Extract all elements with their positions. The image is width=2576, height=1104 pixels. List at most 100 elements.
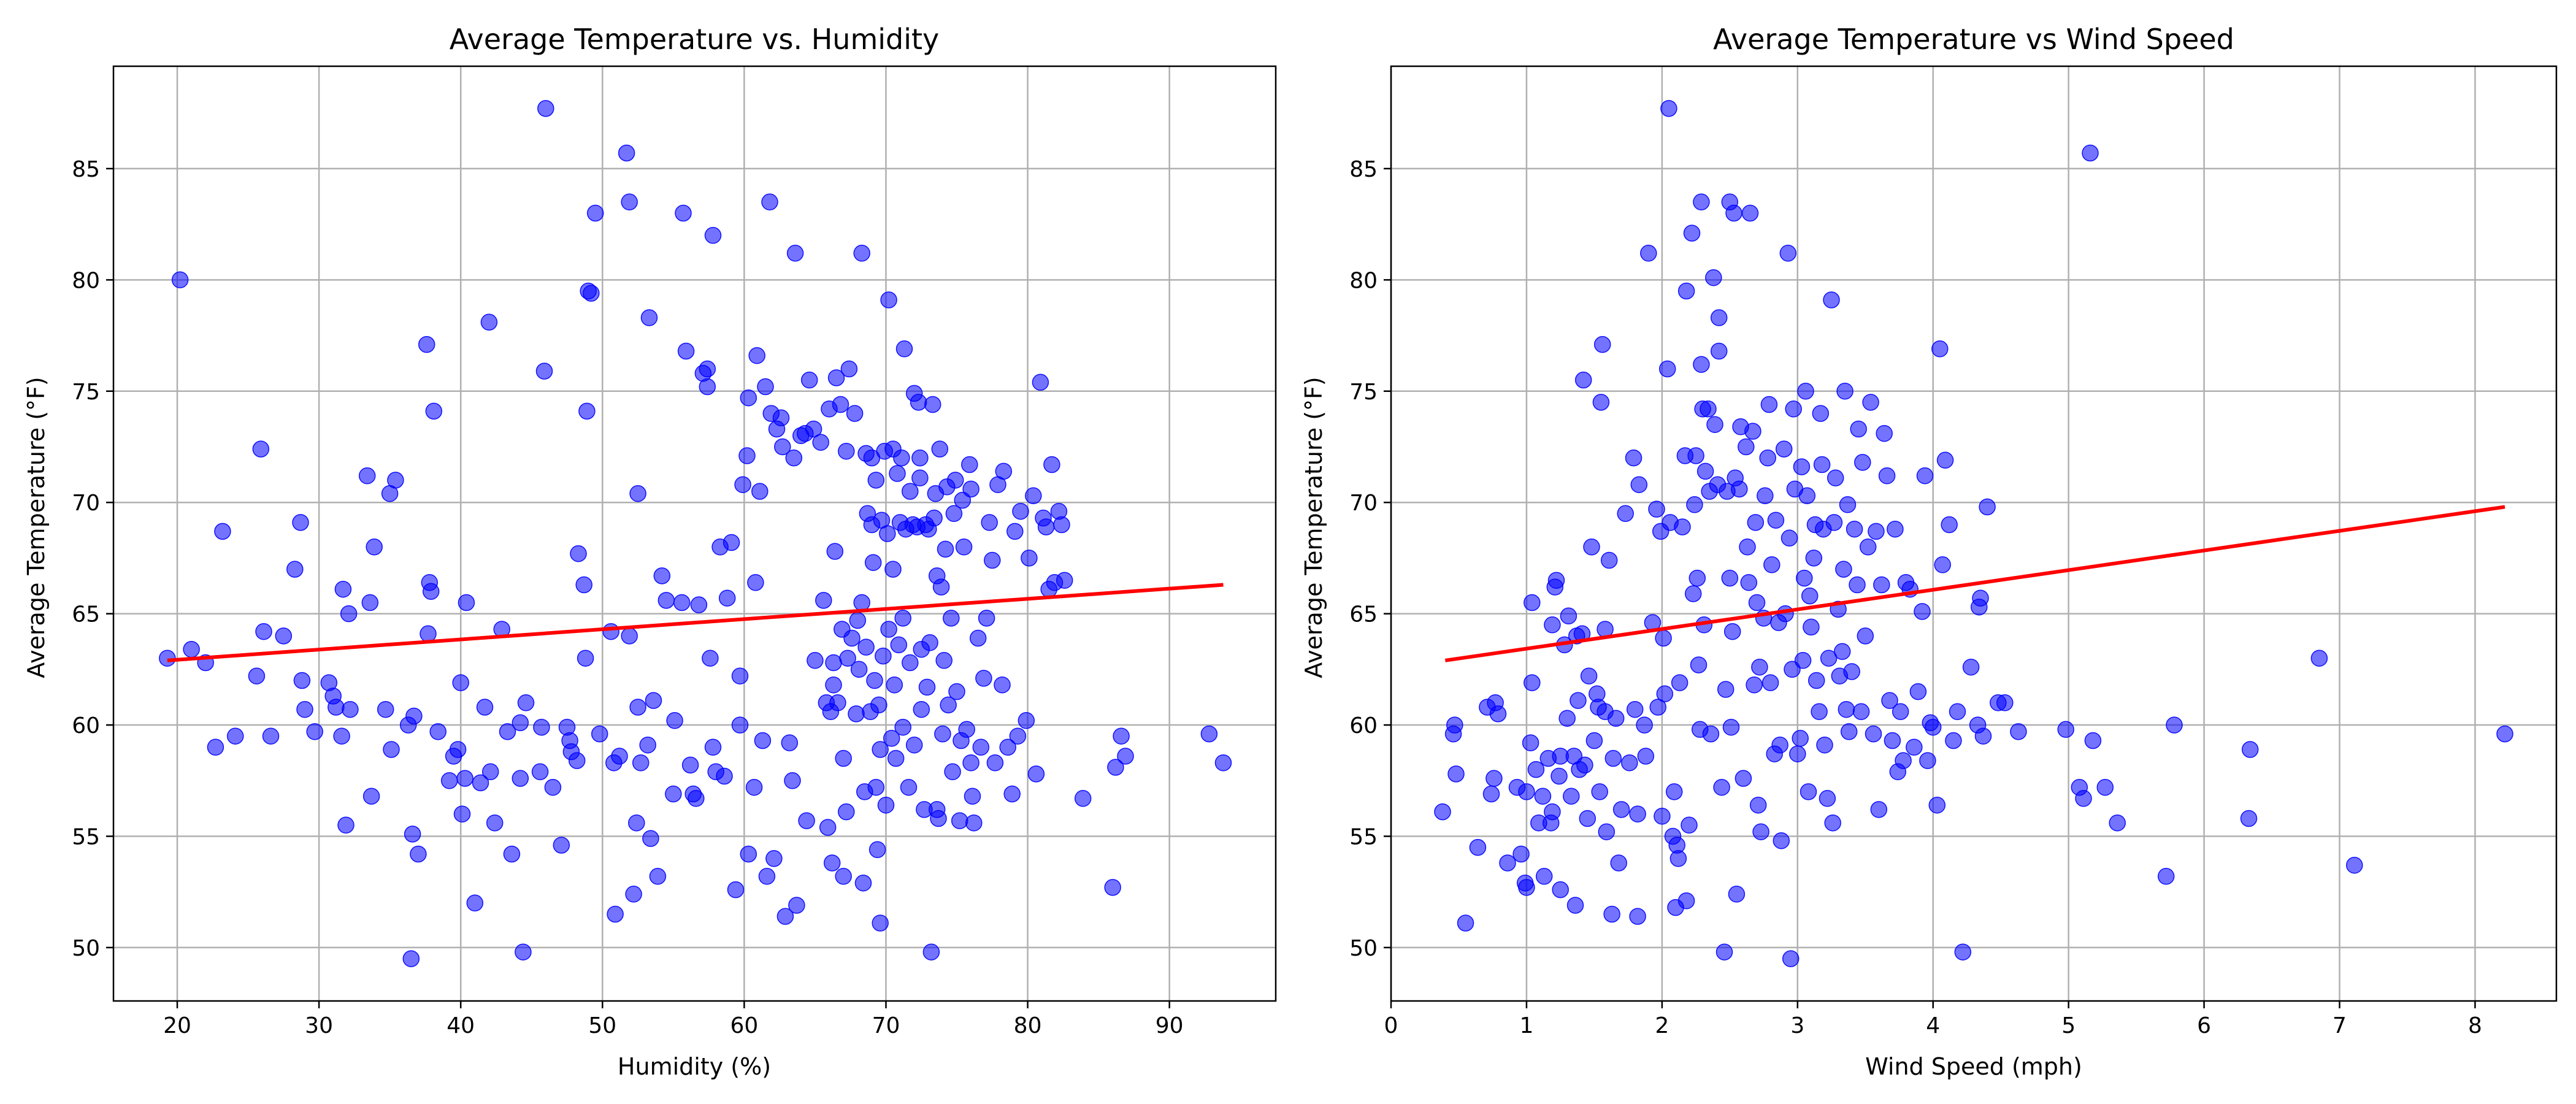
data-point <box>404 826 421 843</box>
data-point <box>1846 520 1863 538</box>
data-point <box>962 754 979 772</box>
data-point <box>1884 732 1901 749</box>
data-point <box>1576 756 1593 774</box>
y-tick-label: 80 <box>1349 268 1378 293</box>
data-point <box>984 551 1001 569</box>
data-point <box>1674 518 1691 535</box>
data-point <box>890 636 908 654</box>
data-point <box>1648 500 1665 518</box>
data-point <box>807 652 824 669</box>
data-point <box>958 721 975 738</box>
data-point <box>754 732 772 749</box>
data-point <box>776 908 794 925</box>
data-point <box>1805 550 1823 567</box>
data-point <box>772 409 790 427</box>
data-point <box>978 610 995 627</box>
data-point <box>1607 710 1625 727</box>
data-point <box>512 714 529 732</box>
data-point <box>1763 556 1781 573</box>
data-point <box>738 447 756 464</box>
data-point <box>995 462 1013 480</box>
data-point <box>880 621 897 638</box>
data-point <box>1693 193 1710 211</box>
data-point <box>875 647 892 665</box>
y-tick-label: 70 <box>72 491 100 516</box>
data-point <box>1003 785 1021 803</box>
data-point <box>632 754 650 772</box>
data-point <box>757 378 774 396</box>
data-point <box>965 814 983 832</box>
y-tick-label: 80 <box>72 268 100 293</box>
data-point <box>1021 550 1038 567</box>
data-point <box>887 749 905 767</box>
data-point <box>2496 725 2513 743</box>
data-point <box>292 514 309 531</box>
data-point <box>1527 761 1545 778</box>
data-point <box>962 480 979 498</box>
data-point <box>825 676 842 694</box>
data-point <box>1677 282 1695 300</box>
data-point <box>405 707 423 725</box>
data-point <box>1760 396 1778 413</box>
data-point <box>577 650 594 667</box>
regression-line <box>1444 505 2505 662</box>
data-point <box>935 652 953 669</box>
data-point <box>1895 752 1912 769</box>
data-point <box>1524 594 1541 611</box>
data-point <box>911 449 929 467</box>
data-point <box>1713 778 1730 796</box>
data-point <box>688 790 705 807</box>
data-point <box>1560 607 1577 625</box>
data-point <box>1037 518 1055 535</box>
data-point <box>1781 529 1798 547</box>
data-point <box>1043 456 1060 473</box>
y-tick-label: 60 <box>1349 713 1378 738</box>
data-point <box>964 788 981 805</box>
data-point <box>535 362 553 380</box>
data-point <box>825 654 842 672</box>
data-point <box>1819 790 1836 807</box>
data-point <box>1811 703 1828 721</box>
data-point <box>1710 309 1728 326</box>
data-point <box>1617 505 1634 523</box>
data-point <box>402 950 420 967</box>
data-point <box>531 763 549 781</box>
plot-area <box>1434 100 2513 967</box>
data-point <box>171 271 189 289</box>
data-point <box>2010 723 2027 740</box>
data-point <box>1535 868 1553 885</box>
y-tick-label: 65 <box>72 602 100 627</box>
data-point <box>1591 783 1608 800</box>
data-point <box>586 204 604 222</box>
data-point <box>328 699 345 716</box>
data-point <box>884 561 902 578</box>
regression-line <box>167 583 1224 662</box>
data-point <box>262 727 280 745</box>
data-point <box>853 245 870 262</box>
data-point <box>1757 487 1774 505</box>
x-tick-label: 8 <box>2468 1013 2482 1038</box>
data-point <box>1931 340 1949 358</box>
data-point <box>1744 423 1761 440</box>
data-point <box>1840 723 1858 740</box>
data-point <box>1873 576 1890 594</box>
humidity-chart: Average Temperature vs. Humidity 20 30 40 5… <box>23 23 1277 1080</box>
data-point <box>954 491 972 509</box>
data-point <box>570 545 587 562</box>
data-point <box>649 868 667 885</box>
data-point <box>2075 790 2092 807</box>
data-point <box>774 438 791 456</box>
data-point <box>1630 476 1648 493</box>
data-point <box>410 845 427 863</box>
data-point <box>1722 718 1740 736</box>
data-point <box>1593 335 1611 353</box>
data-point <box>1499 854 1516 872</box>
data-point <box>1563 788 1580 805</box>
data-point <box>1482 785 1500 803</box>
data-point <box>1721 569 1739 587</box>
data-point <box>1816 736 1833 754</box>
data-point <box>870 696 887 714</box>
data-point <box>1761 674 1779 691</box>
data-point <box>466 894 484 912</box>
